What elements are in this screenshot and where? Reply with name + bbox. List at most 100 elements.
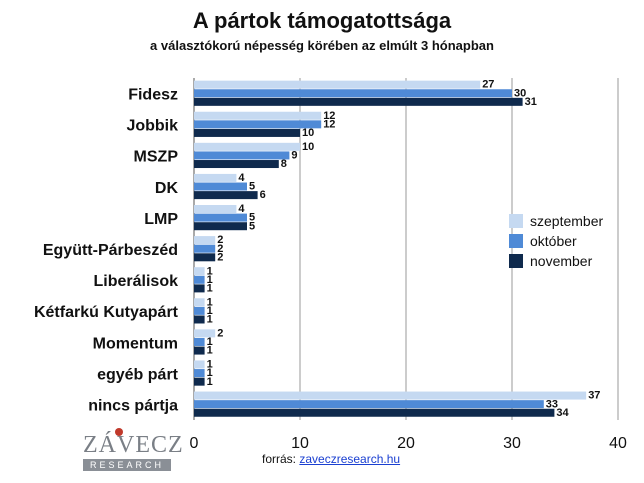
x-tick-label: 20 (397, 435, 415, 452)
bar (194, 222, 247, 231)
bar (194, 80, 481, 89)
data-label: 12 (323, 118, 335, 130)
bar (194, 267, 205, 276)
data-label: 1 (207, 265, 213, 277)
data-labels: 2730311212101098456455222111111211111373… (207, 79, 601, 419)
bar (194, 337, 205, 346)
bar (194, 97, 523, 106)
data-label: 1 (207, 345, 213, 357)
bar (194, 329, 216, 338)
data-label: 12 (323, 110, 335, 122)
category-label: Jobbik (126, 118, 178, 135)
zavecz-logo: ZÁVECZ RESEARCH (83, 428, 184, 472)
category-label: Fidesz (128, 87, 178, 104)
bar (194, 213, 247, 222)
legend-label: szeptember (530, 213, 603, 229)
x-tick-label: 40 (609, 435, 627, 452)
data-label: 2 (217, 327, 223, 339)
data-label: 30 (514, 87, 526, 99)
data-label: 1 (207, 367, 213, 379)
bar (194, 377, 205, 386)
bar (194, 360, 205, 369)
chart-subtitle: a választókorú népesség körében az elmúl… (150, 38, 494, 53)
bar (194, 400, 544, 409)
bar (194, 391, 587, 400)
category-label: LMP (144, 211, 178, 228)
data-label: 33 (546, 398, 558, 410)
bar (194, 89, 512, 98)
bar (194, 244, 216, 253)
data-label: 1 (207, 296, 213, 308)
x-tick-label: 30 (503, 435, 521, 452)
bar (194, 315, 205, 324)
bar (194, 284, 205, 293)
category-label: Együtt-Párbeszéd (43, 242, 178, 259)
legend-swatch (509, 234, 523, 248)
bar (194, 236, 216, 245)
x-tick-labels: 0 10 20 30 40 (190, 435, 627, 452)
chart-title: A pártok támogatottsága (192, 8, 452, 33)
data-label: 1 (207, 274, 213, 286)
x-tick-label: 10 (291, 435, 309, 452)
bar (194, 306, 205, 315)
bar (194, 142, 300, 151)
category-label: Kétfarkú Kutyapárt (34, 304, 179, 321)
data-label: 4 (238, 172, 245, 184)
category-labels: Fidesz Jobbik MSZP DK LMP Együtt-Párbeszéd Lib… (34, 87, 179, 415)
data-label: 5 (249, 220, 255, 232)
data-label: 8 (281, 158, 287, 170)
category-label: egyéb párt (97, 366, 179, 383)
bar (194, 369, 205, 378)
data-label: 10 (302, 141, 314, 153)
bar (194, 253, 216, 262)
data-label: 1 (207, 314, 213, 326)
bar (194, 275, 205, 284)
category-label: MSZP (134, 149, 179, 166)
category-label: Liberálisok (94, 273, 179, 290)
data-label: 2 (217, 234, 223, 246)
data-label: 6 (260, 189, 266, 201)
category-label: nincs pártja (88, 397, 178, 414)
data-label: 5 (249, 212, 255, 224)
legend-swatch (509, 254, 523, 268)
bar (194, 160, 279, 169)
bar (194, 205, 237, 214)
bar (194, 182, 247, 191)
source-label: forrás: (262, 452, 297, 466)
bar (194, 111, 322, 120)
data-label: 31 (525, 96, 537, 108)
legend-label: november (530, 253, 593, 269)
bars (194, 80, 587, 417)
data-label: 10 (302, 127, 314, 139)
logo-name: ZÁVECZ (83, 432, 184, 458)
bar (194, 173, 237, 182)
legend: szeptember október november (509, 213, 603, 269)
data-label: 37 (588, 390, 600, 402)
bar (194, 128, 300, 137)
source-note: forrás: zaveczresearch.hu (262, 452, 400, 466)
bar (194, 120, 322, 129)
data-label: 5 (249, 181, 255, 193)
legend-label: október (530, 233, 577, 249)
data-label: 1 (207, 282, 213, 294)
data-label: 27 (482, 79, 494, 91)
bar (194, 346, 205, 355)
bar (194, 191, 258, 200)
data-label: 2 (217, 251, 223, 263)
logo-sub: RESEARCH (83, 459, 171, 471)
data-label: 34 (556, 407, 569, 419)
data-label: 1 (207, 336, 213, 348)
data-label: 1 (207, 376, 213, 388)
x-tick-label: 0 (190, 435, 199, 452)
source-link[interactable]: zaveczresearch.hu (299, 452, 401, 466)
data-label: 2 (217, 243, 223, 255)
bar (194, 151, 290, 160)
legend-swatch (509, 214, 523, 228)
data-label: 1 (207, 305, 213, 317)
bar (194, 408, 555, 417)
bar (194, 298, 205, 307)
data-label: 1 (207, 359, 213, 371)
category-label: DK (155, 180, 179, 197)
category-label: Momentum (93, 335, 178, 352)
